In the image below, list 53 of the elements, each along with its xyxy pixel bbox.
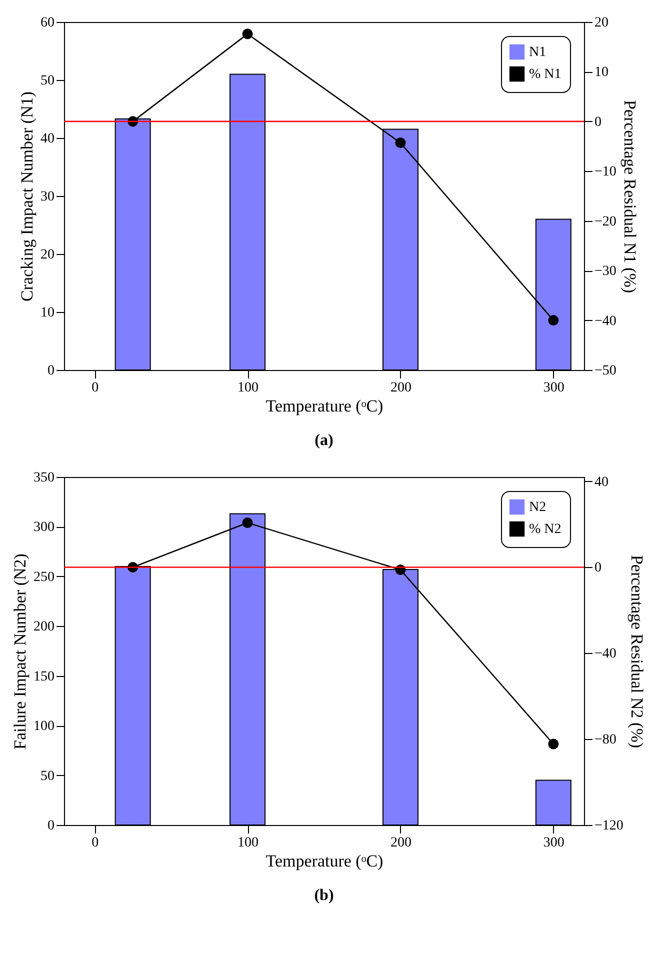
y-axis-title: Cracking Impact Number (N1) (18, 91, 36, 302)
y-tick-label: 60 (40, 16, 54, 30)
y-tick-label: 150 (34, 669, 54, 684)
y-tick-label: 50 (40, 768, 54, 784)
x-axis-title: Temperature (ᵒC) (266, 852, 384, 870)
y2-tick-label: 10 (594, 65, 608, 80)
text: (a) (314, 432, 334, 449)
y2-tick-label: 0 (594, 560, 602, 576)
y-tick-label: 40 (40, 132, 54, 146)
legend-label: % N1 (529, 67, 562, 82)
y-tick-label: 250 (34, 570, 54, 585)
y2-tick-label: −40 (594, 314, 616, 329)
point (548, 738, 559, 750)
text: (b) (314, 887, 334, 904)
y-tick-label: 20 (40, 248, 54, 262)
point (548, 315, 559, 326)
y2-tick-label: −50 (594, 364, 616, 378)
x-tick-label: 0 (92, 836, 99, 850)
y2-tick-label: −40 (594, 646, 616, 662)
y2-tick-label: −10 (594, 164, 616, 180)
point (242, 28, 253, 40)
legend-label: N2 (529, 500, 546, 515)
x-tick-label: 100 (238, 380, 259, 396)
x-tick-label: 100 (238, 836, 259, 850)
y-tick-label: 100 (34, 719, 54, 734)
y-tick-label: 300 (34, 520, 54, 536)
x-tick-label: 200 (390, 836, 412, 850)
y2-tick-label: 0 (594, 114, 602, 130)
point (242, 518, 253, 528)
y2-axis-title: Percentage Residual N2 (%) (627, 554, 646, 748)
y2-tick-label: −80 (594, 732, 616, 748)
x-tick-label: 300 (543, 380, 564, 396)
x-tick-label: 0 (92, 380, 99, 396)
y2-tick-label: 40 (594, 474, 608, 490)
legend-label: N1 (529, 45, 546, 60)
y-axis-title: Failure Impact Number (N2) (10, 554, 30, 750)
x-tick-label: 200 (390, 380, 412, 396)
y2-tick-label: −20 (594, 214, 616, 230)
y2-tick-label: 20 (594, 16, 608, 30)
x-axis-title: Temperature (ᵒC) (266, 396, 384, 416)
y2-axis-title: Percentage Residual N1 (%) (620, 100, 640, 294)
y-tick-label: 350 (34, 470, 54, 486)
y-tick-label: 10 (40, 306, 54, 320)
y-tick-label: 30 (40, 190, 54, 204)
point (395, 138, 406, 148)
x-tick-label: 300 (543, 836, 564, 850)
y-tick-label: 200 (34, 620, 54, 635)
y2-tick-label: −120 (594, 818, 624, 834)
y-tick-label: 0 (48, 818, 54, 834)
y2-tick-label: −30 (594, 264, 616, 280)
y-tick-label: 50 (40, 74, 54, 88)
legend-label: % N2 (529, 522, 562, 537)
y-tick-label: 0 (48, 364, 54, 378)
